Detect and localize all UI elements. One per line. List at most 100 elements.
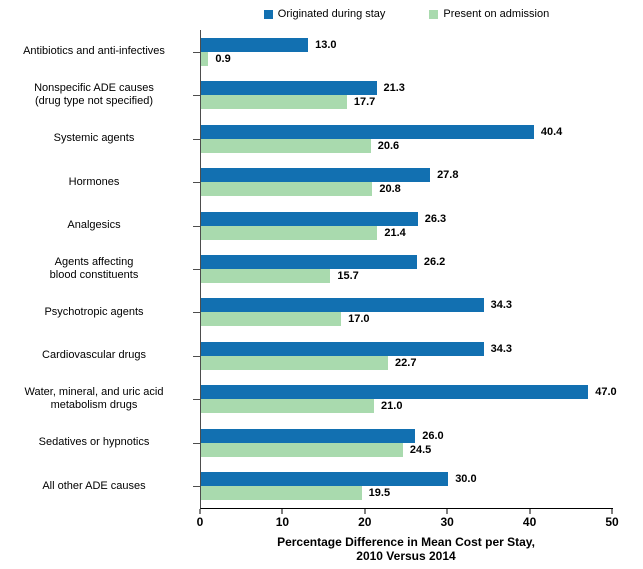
bar-line: 13.0 [201, 37, 613, 52]
bar-line: 26.0 [201, 428, 613, 443]
bar-value-label: 0.9 [215, 52, 231, 65]
bar-group: 26.0 24.5 [193, 421, 613, 464]
bar-group: 26.2 15.7 [193, 247, 613, 290]
bar-value-label: 40.4 [540, 125, 563, 138]
bar-group: 34.3 22.7 [193, 334, 613, 377]
bar-line: 34.3 [201, 341, 613, 356]
bar-present-on-admission [201, 225, 378, 240]
y-axis-tick [193, 268, 201, 270]
bar-present-on-admission [201, 442, 403, 457]
category-label: Cardiovascular drugs [42, 349, 146, 362]
bar-value-label: 13.0 [315, 38, 337, 51]
bar-originated-during-stay [201, 428, 416, 443]
bar-originated-during-stay [201, 211, 418, 226]
category-label: Analgesics [67, 219, 121, 232]
bar-line: 19.5 [201, 486, 613, 501]
bar-line: 17.0 [201, 312, 613, 327]
bar-value-label: 26.2 [423, 255, 446, 268]
y-axis-tick [193, 399, 201, 401]
x-axis-tick [281, 509, 283, 514]
y-axis-tick [193, 225, 201, 227]
y-axis-tick [193, 138, 201, 140]
category-label: Agents affecting blood constituents [49, 255, 139, 281]
bar-present-on-admission [201, 312, 342, 327]
x-axis-title: Percentage Difference in Mean Cost per S… [277, 535, 535, 563]
bar-line: 22.7 [201, 355, 613, 370]
bar-value-label: 17.0 [348, 313, 370, 326]
legend-item-originated: Originated during stay [263, 8, 386, 20]
chart-legend: Originated during stay Present on admissi… [200, 8, 613, 20]
bar-originated-during-stay [201, 472, 449, 487]
bar-line: 20.8 [201, 182, 613, 197]
bar-present-on-admission [201, 95, 347, 110]
bar-value-label: 26.0 [422, 429, 444, 442]
bar-line: 21.0 [201, 399, 613, 414]
y-axis-tick [193, 355, 201, 357]
y-axis-category-labels: Antibiotics and anti-infectives Nonspecif… [0, 30, 188, 508]
y-axis-tick [193, 442, 201, 444]
bar-line: 21.3 [201, 81, 613, 96]
bar-present-on-admission [201, 51, 209, 66]
category-label: Water, mineral, and uric acid metabolism… [24, 386, 164, 412]
bar-value-label: 21.3 [383, 82, 405, 95]
x-axis-tick [529, 509, 531, 514]
bar-value-label: 27.8 [437, 169, 459, 182]
bar-value-label: 21.0 [381, 400, 403, 413]
bar-originated-during-stay [201, 37, 309, 52]
bar-line: 20.6 [201, 138, 613, 153]
bar-present-on-admission [201, 138, 371, 153]
bar-value-label: 15.7 [337, 269, 359, 282]
bar-group: 26.3 21.4 [193, 204, 613, 247]
bar-line: 17.7 [201, 95, 613, 110]
bar-value-label: 22.7 [395, 356, 417, 369]
bar-value-label: 20.8 [379, 183, 401, 196]
bar-line: 0.9 [201, 51, 613, 66]
bar-present-on-admission [201, 355, 389, 370]
bar-value-label: 24.5 [409, 443, 432, 456]
bar-line: 30.0 [201, 472, 613, 487]
y-axis-tick [193, 95, 201, 97]
bar-group: 47.0 21.0 [193, 378, 617, 421]
x-axis-tick [446, 509, 448, 514]
bar-originated-during-stay [201, 298, 484, 313]
bar-group: 30.0 19.5 [193, 465, 613, 508]
bar-line: 40.4 [201, 124, 613, 139]
category-label: Hormones [68, 175, 120, 188]
x-axis: 0 10 20 30 40 50 [196, 509, 619, 535]
category-label: Antibiotics and anti-infectives [23, 45, 165, 58]
bar-value-label: 30.0 [455, 473, 477, 486]
x-axis-tick-label: 20 [358, 515, 372, 529]
bar-originated-during-stay [201, 341, 484, 356]
bar-value-label: 21.4 [384, 226, 406, 239]
bar-originated-during-stay [201, 168, 431, 183]
legend-swatch-icon [263, 9, 273, 19]
bar-originated-during-stay [201, 124, 534, 139]
bar-group: 13.0 0.9 [193, 30, 613, 73]
bar-value-label: 19.5 [368, 487, 391, 500]
x-axis-tick-label: 50 [605, 515, 619, 529]
y-axis-tick [193, 486, 201, 488]
category-label: Sedatives or hypnotics [38, 436, 150, 449]
x-axis-tick-label: 10 [275, 515, 290, 529]
bar-originated-during-stay [201, 385, 589, 400]
category-label: Nonspecific ADE causes (drug type not sp… [34, 82, 154, 108]
bar-line: 26.3 [201, 211, 613, 226]
bar-group: 34.3 17.0 [193, 291, 613, 334]
legend-label: Originated during stay [277, 8, 386, 20]
bar-line: 21.4 [201, 225, 613, 240]
y-axis-tick [193, 182, 201, 184]
bar-group: 21.3 17.7 [193, 73, 613, 116]
bar-originated-during-stay [201, 254, 417, 269]
legend-item-admission: Present on admission [429, 8, 549, 20]
bar-line: 24.5 [201, 442, 613, 457]
x-axis-tick-label: 0 [196, 515, 204, 529]
bar-present-on-admission [201, 399, 375, 414]
bar-value-label: 17.7 [353, 96, 376, 109]
bar-value-label: 34.3 [490, 342, 513, 355]
legend-swatch-icon [429, 9, 439, 19]
x-axis-tick [364, 509, 366, 514]
category-label: All other ADE causes [42, 479, 146, 492]
category-label: Psychotropic agents [44, 305, 144, 318]
bar-group: 40.4 20.6 [193, 117, 613, 160]
